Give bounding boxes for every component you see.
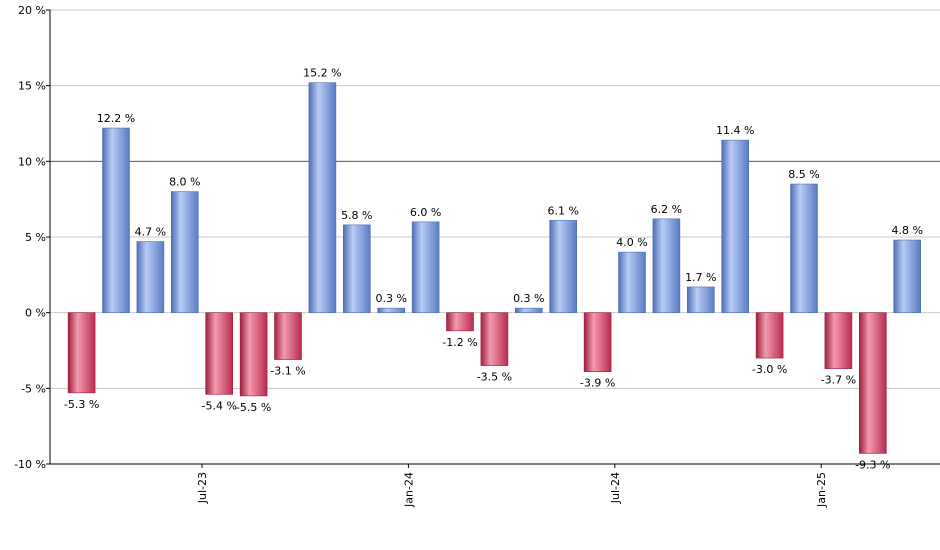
data-label: 4.8 % xyxy=(891,224,922,237)
x-tick-label: Jan-25 xyxy=(815,472,828,508)
bar xyxy=(858,312,887,454)
data-label: 12.2 % xyxy=(97,112,135,125)
y-tick-label: 5 % xyxy=(25,231,46,244)
data-label: -3.0 % xyxy=(752,363,787,376)
x-tick-label: Jul-24 xyxy=(609,472,622,504)
data-label: 4.0 % xyxy=(616,236,647,249)
bar xyxy=(549,220,578,313)
bar xyxy=(652,218,681,313)
bar xyxy=(755,312,784,359)
bar xyxy=(67,312,96,394)
data-label: 6.1 % xyxy=(547,204,578,217)
bar xyxy=(824,312,853,369)
data-label: 0.3 % xyxy=(513,292,544,305)
x-tick-label: Jul-23 xyxy=(196,472,209,504)
data-label: 15.2 % xyxy=(303,67,341,80)
bar xyxy=(377,307,406,313)
y-tick-label: 15 % xyxy=(18,80,46,93)
data-label: -3.9 % xyxy=(580,377,615,390)
bar xyxy=(274,312,302,360)
data-label: -5.4 % xyxy=(201,399,236,412)
data-label: 0.3 % xyxy=(375,292,406,305)
data-label: 1.7 % xyxy=(685,271,716,284)
data-label: -1.2 % xyxy=(442,336,477,349)
bar xyxy=(893,239,922,313)
bar xyxy=(205,312,233,395)
data-label: 5.8 % xyxy=(341,209,372,222)
data-label: -9.3 % xyxy=(855,458,890,471)
bar xyxy=(790,183,818,313)
bar xyxy=(342,224,371,313)
bar xyxy=(239,312,268,397)
y-tick-label: -10 % xyxy=(14,458,46,471)
data-label: -5.3 % xyxy=(64,398,99,411)
y-tick-label: 20 % xyxy=(18,4,46,17)
data-label: 8.0 % xyxy=(169,176,200,189)
data-label: -3.7 % xyxy=(821,374,856,387)
bar xyxy=(411,221,440,313)
data-label: -3.1 % xyxy=(270,365,305,378)
bar xyxy=(308,82,337,313)
y-tick-label: 0 % xyxy=(25,307,46,320)
data-label: 6.2 % xyxy=(651,203,682,216)
data-label: 8.5 % xyxy=(788,168,819,181)
y-tick-label: 10 % xyxy=(18,155,46,168)
data-label: 6.0 % xyxy=(410,206,441,219)
bar xyxy=(102,127,130,313)
data-label: 4.7 % xyxy=(135,226,166,239)
bar xyxy=(618,251,646,313)
data-label: 11.4 % xyxy=(716,124,754,137)
bar xyxy=(446,312,474,332)
bar xyxy=(171,191,199,313)
bar xyxy=(721,139,750,313)
bar xyxy=(136,241,165,313)
bar xyxy=(583,312,612,372)
bar xyxy=(480,312,509,366)
plot-area: -10 % -5 % 0 % 5 % 10 % 15 % 20 % -5.3 % 12.2 % 4… xyxy=(14,4,940,508)
x-tick-label: Jan-24 xyxy=(402,472,415,508)
bar xyxy=(514,307,543,313)
bar xyxy=(686,286,715,313)
y-tick-label: -5 % xyxy=(21,382,46,395)
data-label: -5.5 % xyxy=(236,401,271,414)
data-label: -3.5 % xyxy=(477,371,512,384)
